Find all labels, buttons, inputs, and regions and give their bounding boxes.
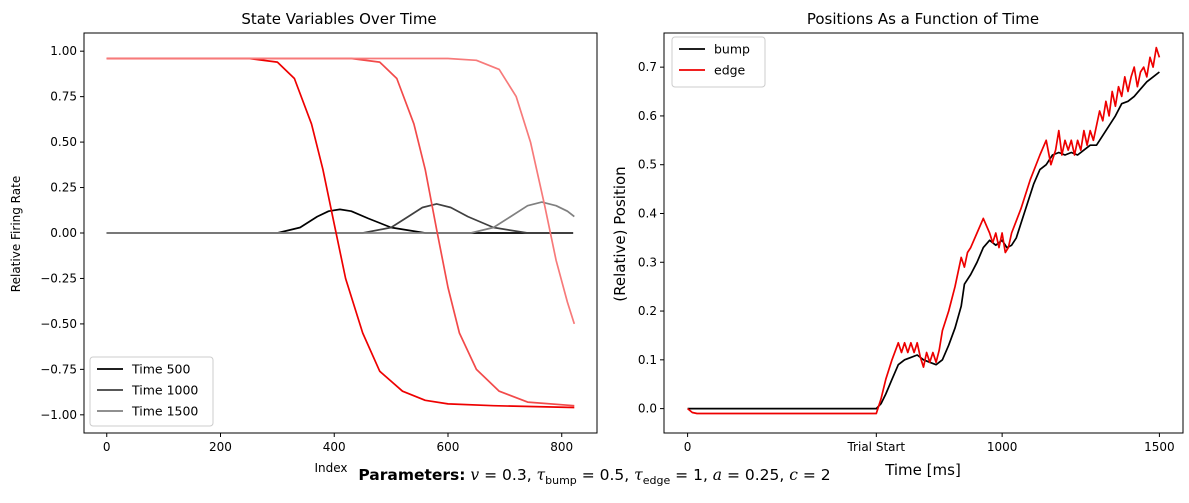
x-tick-label: 600 xyxy=(437,440,460,454)
y-tick-label: 0.1 xyxy=(638,353,657,367)
legend-label: Time 1500 xyxy=(131,404,198,419)
series-line-edge xyxy=(687,46,1161,415)
legend-label: Time 1000 xyxy=(131,383,198,398)
x-tick-label: 0 xyxy=(684,440,692,454)
parameters-label: Parameters: xyxy=(358,466,466,484)
y-tick-label: 0.6 xyxy=(638,109,657,123)
y-tick-label: −0.50 xyxy=(40,317,77,331)
series-line-unnamed-5 xyxy=(106,57,576,325)
series-line-time-500 xyxy=(106,208,574,234)
y-axis-label: (Relative) Position xyxy=(611,166,629,301)
param-c: 2 xyxy=(820,466,831,484)
series-line-time-1000 xyxy=(106,203,574,234)
series-line-time-1500 xyxy=(106,201,575,234)
param-tau-bump: 0.5 xyxy=(599,466,625,484)
series-line-unnamed-4 xyxy=(106,57,575,407)
x-axis-label: Time [ms] xyxy=(884,461,961,479)
axes-frame xyxy=(663,32,1184,434)
chart-title: Positions As a Function of Time xyxy=(807,10,1039,28)
y-tick-label: 0.4 xyxy=(638,206,657,220)
legend-box xyxy=(89,356,214,427)
y-tick-label: −0.25 xyxy=(40,271,77,285)
x-tick-label: 200 xyxy=(209,440,232,454)
y-tick-label: 0.2 xyxy=(638,304,657,318)
x-axis-label: Index xyxy=(314,461,347,475)
x-tick-label: 800 xyxy=(550,440,573,454)
chart-title: State Variables Over Time xyxy=(241,10,436,28)
chart-positions: Positions As a Function of Time Time [ms… xyxy=(611,10,1184,479)
series-line-bump xyxy=(687,71,1160,410)
legend-label: Time 500 xyxy=(131,362,190,377)
x-tick-label: 0 xyxy=(103,440,111,454)
legend: bump edge xyxy=(671,36,766,88)
chart-state-variables: State Variables Over Time Index Relative… xyxy=(9,10,598,475)
x-tick-label: Trial Start xyxy=(846,440,905,454)
series-line-unnamed-3 xyxy=(106,57,575,409)
y-tick-label: 0.3 xyxy=(638,255,657,269)
param-a: 0.25 xyxy=(744,466,780,484)
legend-label: edge xyxy=(714,63,746,78)
legend: Time 500 Time 1000 Time 1500 xyxy=(89,356,214,427)
x-tick-label: 400 xyxy=(323,440,346,454)
y-tick-label: −1.00 xyxy=(40,408,77,422)
y-axis-label: Relative Firing Rate xyxy=(9,176,23,292)
y-tick-label: 0.5 xyxy=(638,158,657,172)
parameters-caption: Parameters: v = 0.3, τbump = 0.5, τedge … xyxy=(358,466,831,488)
y-tick-label: 0.50 xyxy=(50,135,77,149)
x-tick-label: 1000 xyxy=(987,440,1018,454)
y-tick-label: 1.00 xyxy=(50,44,77,58)
param-v: 0.3 xyxy=(502,466,527,484)
y-tick-label: 0.25 xyxy=(50,181,77,195)
y-tick-label: 0.75 xyxy=(50,90,77,104)
y-tick-label: 0.00 xyxy=(50,226,77,240)
param-tau-edge: 1 xyxy=(693,466,703,484)
y-tick-label: −0.75 xyxy=(40,362,77,376)
legend-label: bump xyxy=(714,42,750,57)
y-tick-label: 0.7 xyxy=(638,60,657,74)
y-tick-label: 0.0 xyxy=(638,402,657,416)
x-tick-label: 1500 xyxy=(1144,440,1175,454)
